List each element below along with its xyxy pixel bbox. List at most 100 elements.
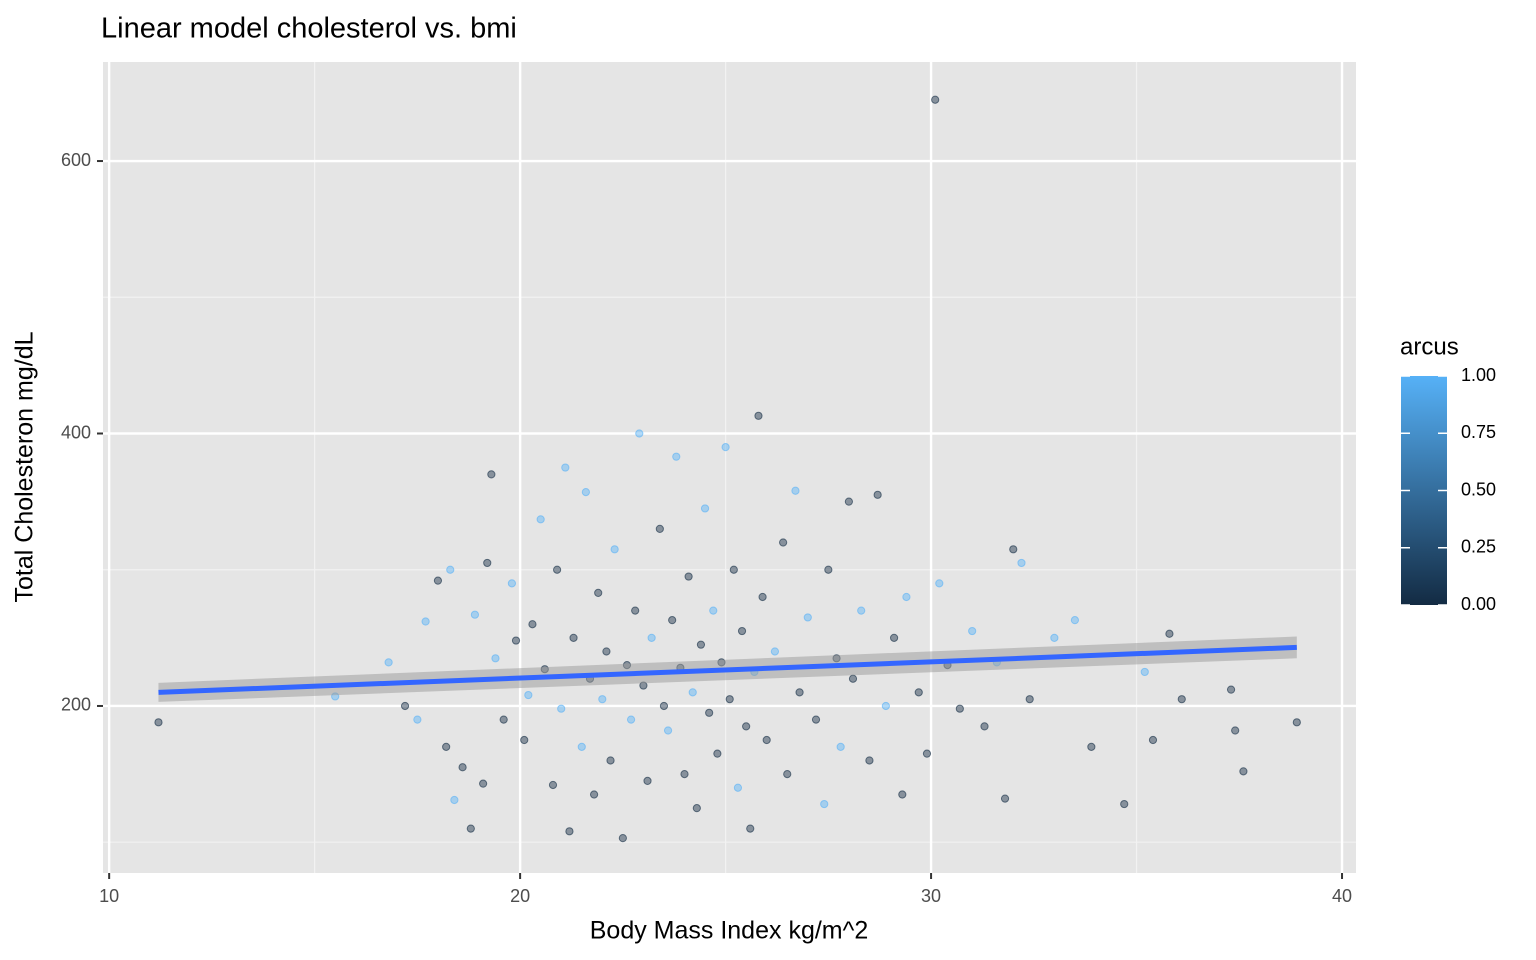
point	[606, 756, 615, 765]
point	[889, 633, 899, 642]
point	[770, 647, 780, 656]
point	[663, 726, 673, 735]
legend-label: 0.25	[1461, 537, 1496, 557]
point	[1226, 685, 1236, 694]
point	[631, 606, 640, 615]
point	[811, 715, 821, 724]
point	[479, 779, 488, 788]
point	[791, 486, 800, 495]
chart-title: Linear model cholesterol vs. bmi	[101, 13, 517, 45]
point	[668, 616, 677, 625]
y-tick-label: 400	[61, 422, 91, 442]
point	[713, 749, 722, 758]
point	[955, 704, 964, 713]
point	[873, 490, 882, 499]
point	[581, 487, 590, 497]
point	[700, 504, 710, 513]
point	[692, 804, 701, 813]
point	[881, 701, 890, 711]
point	[602, 647, 611, 656]
y-tick-label: 200	[61, 695, 91, 715]
point	[820, 799, 829, 809]
point	[507, 579, 516, 588]
point	[536, 515, 545, 524]
point	[1148, 735, 1158, 745]
point	[610, 545, 619, 554]
point	[758, 592, 767, 602]
point	[470, 610, 480, 619]
point	[442, 742, 451, 751]
point	[446, 565, 455, 574]
point	[729, 565, 738, 574]
x-tick-label: 10	[99, 886, 119, 906]
point	[803, 613, 812, 622]
point	[696, 640, 706, 649]
point	[1050, 633, 1059, 642]
y-axis-title: Total Cholesteron mg/dL	[11, 331, 39, 602]
point	[1087, 742, 1096, 751]
point	[1292, 718, 1301, 727]
point	[483, 558, 492, 568]
point	[824, 565, 833, 574]
point	[598, 695, 607, 704]
x-tick-label: 30	[921, 886, 941, 906]
point	[968, 626, 977, 636]
point	[659, 701, 669, 711]
point	[557, 704, 566, 713]
point	[589, 790, 599, 799]
point	[577, 742, 586, 751]
x-tick-label: 20	[510, 886, 530, 906]
point	[450, 795, 459, 805]
point	[528, 620, 537, 629]
point	[1025, 695, 1034, 704]
point	[421, 617, 430, 626]
y-tick-label: 600	[61, 150, 91, 170]
point	[491, 654, 500, 663]
point	[561, 463, 570, 472]
point	[737, 626, 747, 636]
point	[795, 688, 804, 697]
point	[857, 606, 866, 615]
legend-label: 1.00	[1461, 365, 1496, 385]
point	[643, 776, 652, 786]
point	[836, 742, 845, 751]
point	[458, 763, 467, 772]
point	[980, 722, 989, 731]
point	[844, 497, 853, 506]
point	[499, 715, 508, 724]
point	[569, 633, 578, 642]
point	[1165, 629, 1174, 638]
point	[524, 690, 533, 700]
x-axis-title: Body Mass Index kg/m^2	[590, 917, 869, 945]
point	[725, 695, 734, 704]
point	[1000, 794, 1010, 803]
point	[684, 572, 693, 581]
point	[688, 688, 697, 697]
point	[1070, 616, 1080, 625]
point	[783, 769, 792, 779]
point	[1231, 726, 1240, 735]
legend-title: arcus	[1400, 333, 1459, 360]
point	[762, 735, 771, 745]
point	[779, 538, 788, 547]
point	[433, 576, 443, 585]
point	[511, 636, 521, 645]
point	[466, 824, 475, 833]
point	[413, 715, 422, 724]
x-tick-label: 40	[1332, 886, 1352, 906]
point	[902, 592, 911, 602]
fit-line	[158, 644, 1297, 695]
point	[1009, 545, 1018, 554]
legend-label: 0.00	[1461, 594, 1496, 614]
point	[553, 565, 562, 574]
point	[384, 658, 393, 667]
point	[705, 708, 714, 717]
point	[154, 718, 163, 727]
point	[655, 524, 664, 533]
point	[709, 606, 718, 615]
point	[1177, 695, 1186, 704]
point	[1140, 667, 1149, 677]
point	[400, 701, 410, 711]
point	[626, 715, 636, 724]
